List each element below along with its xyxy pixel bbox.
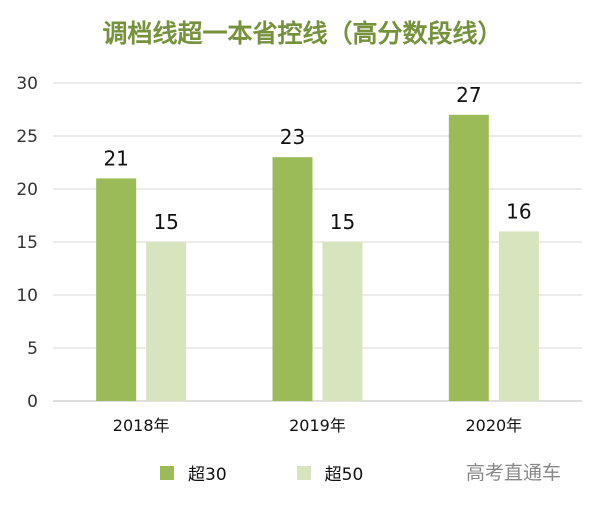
x-tick-label: 2020年 [465, 416, 522, 435]
y-tick-label: 10 [16, 286, 38, 306]
legend-swatch [160, 465, 174, 480]
data-label: 15 [330, 210, 355, 234]
data-label: 15 [153, 210, 178, 234]
data-label: 23 [280, 125, 305, 149]
bar [272, 157, 313, 401]
y-tick-label: 25 [16, 127, 38, 147]
y-tick-label: 0 [27, 392, 38, 412]
data-label: 21 [103, 146, 128, 170]
chart-title: 调档线超一本省控线（高分数段线） [102, 19, 503, 48]
y-tick-label: 5 [27, 339, 38, 359]
bar [322, 242, 363, 401]
legend-item-series-1: 超30 [160, 460, 227, 485]
bar [146, 242, 187, 401]
legend-item-series-2: 超50 [296, 460, 364, 485]
legend-label: 超30 [188, 465, 227, 485]
x-tick-label: 2018年 [113, 416, 170, 435]
legend: 超30 超50 [160, 460, 433, 485]
bar [448, 114, 489, 402]
data-label: 16 [506, 199, 531, 223]
bar [96, 178, 137, 401]
y-tick-label: 30 [16, 74, 38, 94]
data-label: 27 [456, 83, 481, 107]
x-tick-label: 2019年 [289, 416, 346, 435]
legend-label: 超50 [324, 465, 364, 485]
y-tick-label: 15 [16, 233, 38, 253]
legend-swatch [296, 465, 311, 480]
watermark: 高考直通车 [466, 462, 562, 484]
y-tick-label: 20 [16, 180, 38, 200]
bar [498, 231, 539, 401]
